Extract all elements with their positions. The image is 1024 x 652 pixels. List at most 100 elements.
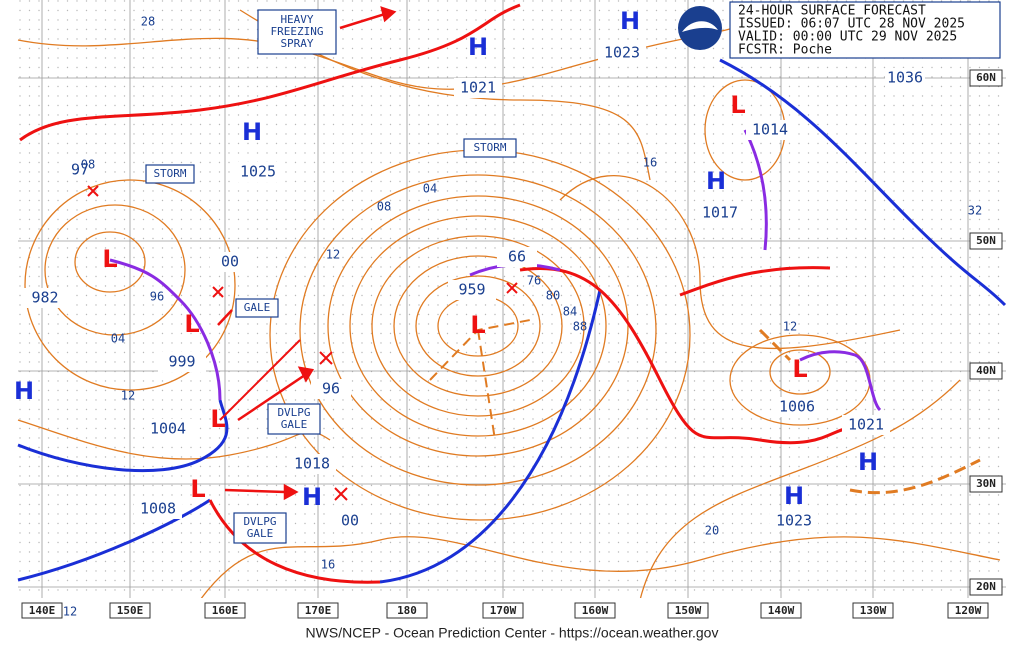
warning-label: GALE: [244, 301, 271, 314]
fronts: [17, 3, 1007, 584]
pressure-value: 96: [322, 380, 340, 398]
pressure-box: [696, 203, 744, 223]
lat-label: 60N: [976, 71, 996, 84]
isobar-label: 80: [546, 289, 560, 303]
lat-label: 30N: [976, 477, 996, 490]
pressure-box: [773, 397, 821, 417]
lat-label-box: [969, 578, 1003, 596]
lon-label-box: [386, 602, 428, 619]
pressure-box: [144, 419, 192, 439]
lon-label: 160W: [582, 604, 609, 617]
pressure-box: [885, 68, 925, 88]
pressure-value: 1021: [848, 416, 884, 434]
high-symbol: H: [242, 118, 262, 146]
noaa-logo: [678, 6, 722, 50]
header-line: FCSTR: Poche: [738, 43, 832, 58]
warning-label: SPRAY: [280, 37, 313, 50]
lon-label: 150W: [675, 604, 702, 617]
isobar-label: 12: [326, 248, 340, 262]
pressure-value: 97: [71, 161, 89, 179]
warning-label: FREEZING: [271, 25, 324, 38]
pressure-value: 1008: [140, 500, 176, 518]
footer-credit: NWS/NCEP - Ocean Prediction Center - htt…: [306, 625, 719, 641]
lon-label-box: [482, 602, 524, 619]
lon-label: 140E: [29, 604, 56, 617]
isobar-label: 76: [527, 274, 541, 288]
pressure-box: [497, 247, 537, 267]
pressure-box: [770, 511, 818, 531]
isobar-label: 12: [121, 389, 135, 403]
pressure-value: 1018: [294, 455, 330, 473]
isobar-label: 04: [423, 182, 437, 196]
lon-label-box: [109, 602, 151, 619]
lon-label: 120W: [955, 604, 982, 617]
lat-label-box: [969, 362, 1003, 380]
movement-arrows: [217, 6, 397, 501]
isobar-label: 16: [643, 156, 657, 170]
pressure-value: 999: [168, 353, 195, 371]
low-symbol: L: [190, 475, 205, 503]
lat-label-box: [969, 69, 1003, 87]
pressure-value: 1023: [776, 512, 812, 530]
warning-label: STORM: [473, 141, 506, 154]
low-symbol: L: [184, 310, 199, 338]
pressure-value: 00: [341, 512, 359, 530]
lon-label-box: [204, 602, 246, 619]
high-symbol: H: [784, 482, 804, 510]
low-symbol: L: [792, 355, 807, 383]
pressure-value: 1006: [779, 398, 815, 416]
pressure-value: 00: [221, 253, 239, 271]
isobar-label: 04: [111, 332, 125, 346]
header-line: 24-HOUR SURFACE FORECAST: [738, 4, 926, 19]
warning-label: DVLPG: [277, 406, 310, 419]
lon-label: 160E: [212, 604, 239, 617]
pressure-box: [746, 120, 794, 140]
pressure-value: 982: [31, 289, 58, 307]
lat-label-box: [969, 232, 1003, 250]
lon-label: 170E: [305, 604, 332, 617]
lat-label: 40N: [976, 364, 996, 377]
lat-label: 50N: [976, 234, 996, 247]
high-symbol: H: [620, 7, 640, 35]
warning-label: GALE: [281, 418, 308, 431]
pressure-box: [158, 352, 206, 372]
edge-high: H: [14, 377, 34, 405]
pressure-value: 1036: [887, 69, 923, 87]
low-symbol: L: [470, 311, 485, 339]
annotation-boxes: [145, 1, 1001, 544]
pressure-box: [210, 252, 250, 272]
lon-label-box: [947, 602, 989, 619]
pressure-box: [134, 499, 182, 519]
pressure-box: [21, 288, 69, 308]
pressure-value: 1017: [702, 204, 738, 222]
isobar-label: 88: [573, 320, 587, 334]
isobar-label: 08: [81, 158, 95, 172]
lon-label-box: [21, 602, 63, 619]
pressure-box: [288, 454, 336, 474]
lon-label-box: [852, 602, 894, 619]
pressure-value: 1023: [604, 44, 640, 62]
pressure-box: [598, 43, 646, 63]
low-symbol: L: [210, 405, 225, 433]
lon-label: 150E: [117, 604, 144, 617]
pressure-box: [454, 78, 502, 98]
warning-label: STORM: [153, 167, 186, 180]
lon-label-box: [297, 602, 339, 619]
lon-label-box: [667, 602, 709, 619]
low-symbol: L: [102, 245, 117, 273]
pressure-value: 1025: [240, 163, 276, 181]
lon-label: 130W: [860, 604, 887, 617]
isobar-label: 12: [783, 320, 797, 334]
header-line: VALID: 00:00 UTC 29 NOV 2025: [738, 30, 957, 45]
lon-label: 170W: [490, 604, 517, 617]
high-symbol: H: [468, 33, 488, 61]
low-symbol: L: [730, 91, 745, 119]
pressure-value: 959: [458, 281, 485, 299]
pressure-box: [234, 162, 282, 182]
lon-label: 140W: [768, 604, 795, 617]
pressure-value: 66: [508, 248, 526, 266]
pressure-value: 1004: [150, 420, 186, 438]
isobar-label: 16: [321, 558, 335, 572]
pressure-box: [448, 280, 496, 300]
